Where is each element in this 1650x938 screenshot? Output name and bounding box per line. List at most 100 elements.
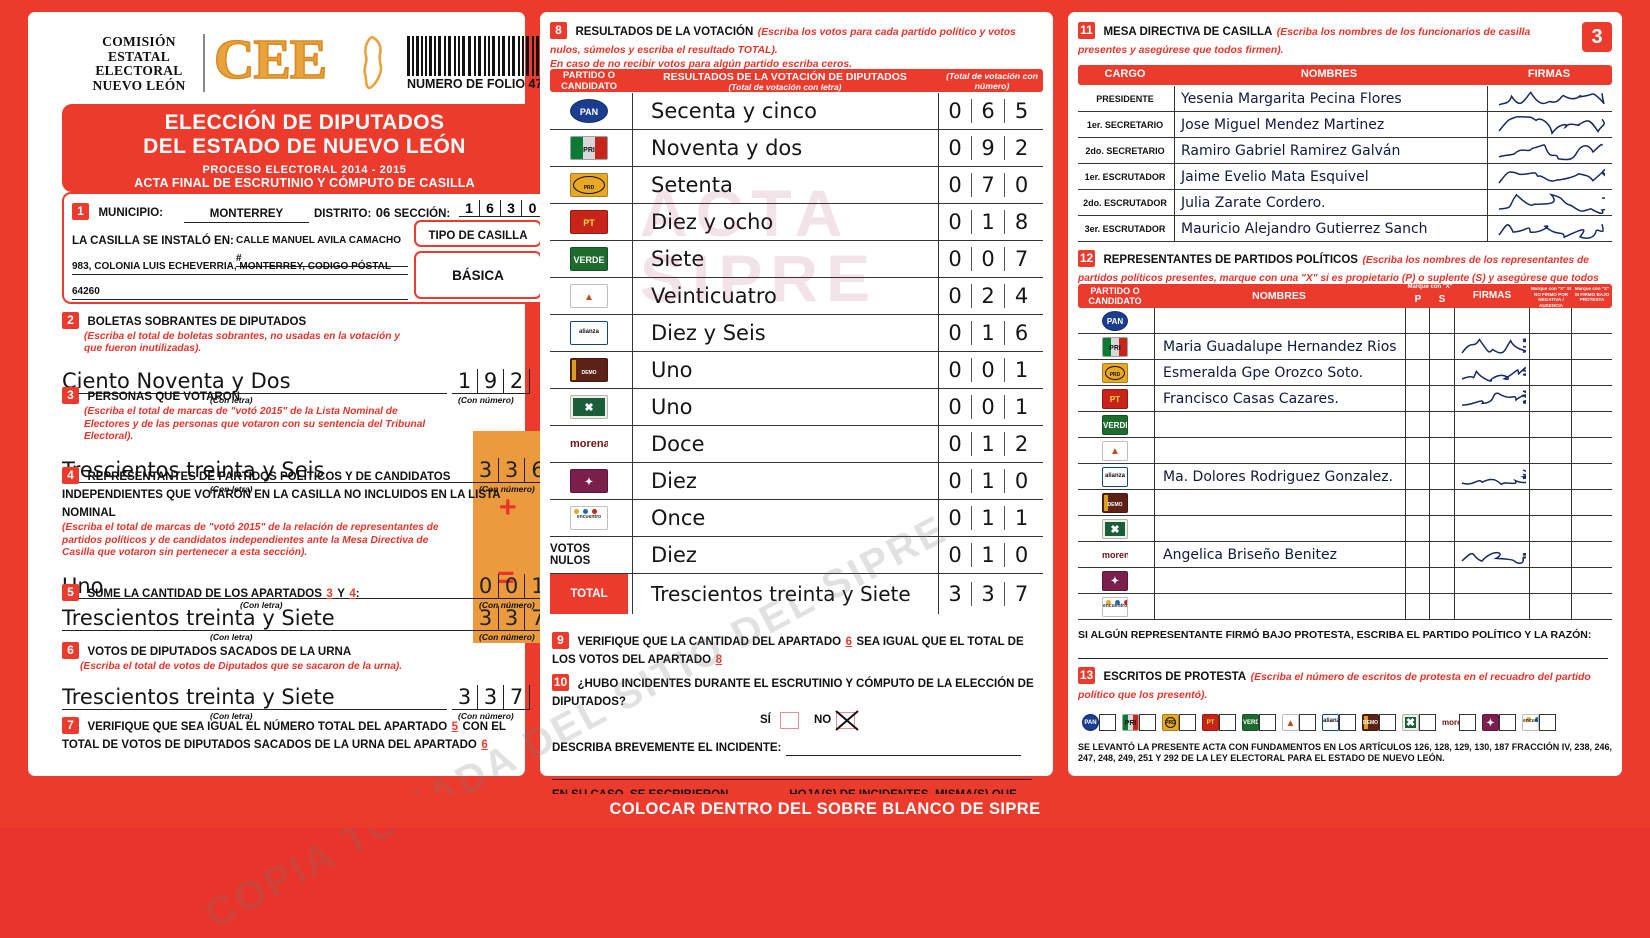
address-line-3[interactable]: 64260 [72, 286, 100, 297]
reps-firma[interactable] [1454, 542, 1528, 567]
reps-p-cell[interactable] [1405, 594, 1429, 619]
reps-protesta-cell[interactable] [1571, 464, 1612, 489]
address-line-2[interactable]: 983, COLONIA LUIS ECHEVERRIA, MONTERREY,… [72, 261, 391, 272]
vote-digit-3[interactable]: 8 [1014, 210, 1029, 234]
vote-letra-value[interactable]: Uno [632, 389, 937, 425]
protest-count-input[interactable] [1139, 714, 1156, 731]
reps-firma[interactable] [1454, 594, 1528, 619]
reps-firma[interactable] [1454, 386, 1528, 411]
vote-digit-1[interactable]: 0 [939, 432, 972, 456]
reps-p-cell[interactable] [1405, 386, 1429, 411]
vote-digit-2[interactable]: 6 [972, 99, 1005, 123]
vote-digit-2[interactable]: 1 [972, 543, 1005, 567]
reps-nombre[interactable] [1154, 308, 1404, 333]
vote-digit-3[interactable]: 2 [1014, 432, 1029, 456]
reps-protesta-cell[interactable] [1571, 516, 1612, 541]
vote-digit-2[interactable]: 1 [972, 432, 1005, 456]
vote-digit-2[interactable]: 0 [972, 247, 1005, 271]
reps-firma[interactable] [1454, 516, 1528, 541]
vote-digit-3[interactable]: 1 [1014, 395, 1029, 419]
reps-firma[interactable] [1454, 308, 1528, 333]
reps-s-cell[interactable] [1429, 464, 1453, 489]
vote-digit-3[interactable]: 7 [1014, 247, 1029, 271]
reps-firma[interactable] [1454, 412, 1528, 437]
protest-count-input[interactable] [1499, 714, 1516, 731]
vote-digit-2[interactable]: 9 [972, 136, 1005, 160]
vote-digit-2[interactable]: 0 [972, 395, 1005, 419]
reps-nofirmo-cell[interactable] [1529, 542, 1571, 567]
vote-digit-1[interactable]: 0 [939, 469, 972, 493]
mesa-nombre[interactable]: Jose Miguel Mendez Martinez [1174, 112, 1486, 137]
vote-digit-3[interactable]: 0 [1014, 543, 1029, 567]
protest-count-input[interactable] [1419, 714, 1436, 731]
section-4-num-1[interactable]: 0 [473, 573, 499, 599]
vote-digit-1[interactable]: 0 [939, 358, 972, 382]
reps-s-cell[interactable] [1429, 490, 1453, 515]
reps-protesta-cell[interactable] [1571, 490, 1612, 515]
vote-digit-1[interactable]: 0 [939, 99, 972, 123]
reps-firma[interactable] [1454, 464, 1528, 489]
reps-s-cell[interactable] [1429, 334, 1453, 359]
section-5-letra-value[interactable]: Trescientos treinta y Siete [62, 606, 335, 630]
reps-s-cell[interactable] [1429, 386, 1453, 411]
section-3-letra-value[interactable]: Trescientos treinta y Seis [62, 457, 325, 482]
vote-letra-value[interactable]: Doce [632, 426, 937, 462]
vote-letra-value[interactable]: Diez y ocho [632, 204, 937, 240]
seccion-digit-2[interactable]: 6 [480, 200, 501, 217]
vote-digit-3[interactable]: 1 [1014, 506, 1029, 530]
mesa-firma[interactable] [1487, 164, 1612, 189]
reps-nombre[interactable] [1154, 438, 1404, 463]
reps-nofirmo-cell[interactable] [1529, 308, 1571, 333]
reps-p-cell[interactable] [1405, 360, 1429, 385]
reps-protesta-cell[interactable] [1571, 438, 1612, 463]
reps-firma[interactable] [1454, 568, 1528, 593]
vote-letra-value[interactable]: Diez y Seis [632, 315, 937, 351]
mesa-firma[interactable] [1487, 190, 1612, 215]
section-3-num-2[interactable]: 3 [499, 457, 525, 483]
reps-nofirmo-cell[interactable] [1529, 490, 1571, 515]
mesa-firma[interactable] [1487, 138, 1612, 163]
reps-nofirmo-cell[interactable] [1529, 568, 1571, 593]
protesta-note-input[interactable] [1078, 643, 1608, 659]
mesa-firma[interactable] [1487, 86, 1612, 111]
section-2-num-2[interactable]: 9 [478, 369, 504, 394]
reps-nofirmo-cell[interactable] [1529, 438, 1571, 463]
vote-digit-3[interactable]: 6 [1014, 321, 1029, 345]
section-2-num-3[interactable]: 2 [504, 369, 530, 394]
vote-digit-1[interactable]: 0 [939, 210, 972, 234]
protest-count-input[interactable] [1539, 714, 1556, 731]
reps-nombre[interactable]: Francisco Casas Cazares. [1154, 386, 1404, 411]
protest-count-input[interactable] [1259, 714, 1276, 731]
si-checkbox[interactable] [780, 712, 799, 729]
reps-p-cell[interactable] [1405, 412, 1429, 437]
section-2-letra-value[interactable]: Ciento Noventa y Dos [62, 369, 291, 393]
protest-count-input[interactable] [1459, 714, 1476, 731]
protest-count-input[interactable] [1179, 714, 1196, 731]
reps-p-cell[interactable] [1405, 542, 1429, 567]
address-line-1[interactable]: CALLE MANUEL AVILA CAMACHO # [236, 235, 401, 264]
vote-digit-2[interactable]: 2 [972, 284, 1005, 308]
reps-nofirmo-cell[interactable] [1529, 412, 1571, 437]
describe-incidente-input[interactable] [785, 744, 1021, 756]
reps-p-cell[interactable] [1405, 568, 1429, 593]
section-6-letra-value[interactable]: Trescientos treinta y Siete [62, 685, 335, 709]
protest-count-input[interactable] [1219, 714, 1236, 731]
reps-nofirmo-cell[interactable] [1529, 516, 1571, 541]
reps-nofirmo-cell[interactable] [1529, 334, 1571, 359]
reps-s-cell[interactable] [1429, 516, 1453, 541]
reps-s-cell[interactable] [1429, 594, 1453, 619]
mesa-nombre[interactable]: Julia Zarate Cordero. [1174, 190, 1486, 215]
reps-p-cell[interactable] [1405, 308, 1429, 333]
reps-nombre[interactable]: Angelica Briseño Benitez [1154, 542, 1404, 567]
reps-p-cell[interactable] [1405, 490, 1429, 515]
vote-digit-1[interactable]: 0 [939, 395, 972, 419]
vote-digit-2[interactable]: 3 [972, 582, 1005, 606]
vote-digit-1[interactable]: 0 [939, 506, 972, 530]
reps-firma[interactable] [1454, 490, 1528, 515]
reps-protesta-cell[interactable] [1571, 386, 1612, 411]
vote-digit-3[interactable]: 7 [1014, 582, 1029, 606]
vote-digit-1[interactable]: 0 [939, 543, 972, 567]
mesa-firma[interactable] [1487, 112, 1612, 137]
reps-nofirmo-cell[interactable] [1529, 386, 1571, 411]
reps-s-cell[interactable] [1429, 412, 1453, 437]
